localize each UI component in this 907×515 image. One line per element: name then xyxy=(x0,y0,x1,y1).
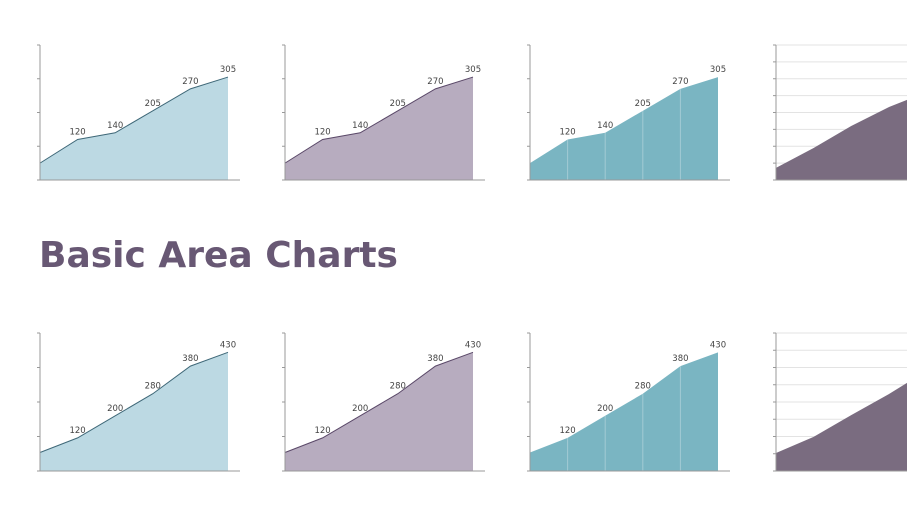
data-label: 305 xyxy=(710,65,726,75)
data-label: 380 xyxy=(672,354,688,364)
data-label: 140 xyxy=(352,121,368,131)
data-label: 280 xyxy=(635,382,651,392)
data-label: 120 xyxy=(559,426,575,436)
data-label: 380 xyxy=(182,354,198,364)
area xyxy=(776,99,907,180)
data-label: 200 xyxy=(597,404,613,414)
data-label: 120 xyxy=(559,128,575,138)
data-label: 305 xyxy=(465,65,481,75)
area xyxy=(285,352,473,471)
area xyxy=(285,77,473,180)
data-label: 200 xyxy=(107,404,123,414)
area xyxy=(530,77,718,180)
data-label: 205 xyxy=(390,99,406,109)
data-label: 430 xyxy=(220,340,236,350)
area xyxy=(776,382,907,471)
heading: Basic Area Charts xyxy=(39,235,398,276)
line xyxy=(39,351,229,453)
area xyxy=(40,352,228,471)
data-label: 430 xyxy=(710,340,726,350)
area xyxy=(40,77,228,180)
data-label: 200 xyxy=(352,404,368,414)
data-label: 120 xyxy=(69,128,85,138)
data-label: 430 xyxy=(465,340,481,350)
data-label: 380 xyxy=(427,354,443,364)
data-label: 120 xyxy=(314,128,330,138)
data-label: 280 xyxy=(145,382,161,392)
data-label: 270 xyxy=(672,77,688,87)
data-label: 140 xyxy=(597,121,613,131)
data-label: 305 xyxy=(220,65,236,75)
line xyxy=(284,351,474,453)
line xyxy=(284,76,474,164)
data-label: 280 xyxy=(390,382,406,392)
data-label: 120 xyxy=(69,426,85,436)
data-label: 270 xyxy=(182,77,198,87)
data-label: 205 xyxy=(635,99,651,109)
data-label: 140 xyxy=(107,121,123,131)
data-label: 270 xyxy=(427,77,443,87)
data-label: 205 xyxy=(145,99,161,109)
area xyxy=(530,352,718,471)
data-label: 120 xyxy=(314,426,330,436)
line xyxy=(39,76,229,164)
